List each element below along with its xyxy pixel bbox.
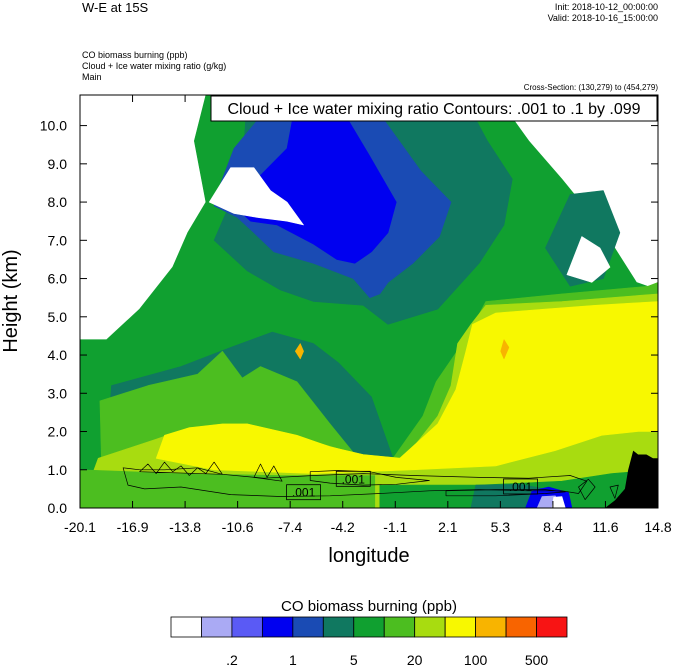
x-tick-label: -4.2 xyxy=(331,519,355,535)
co-region-12 xyxy=(80,469,376,508)
x-tick-label: -20.1 xyxy=(64,519,96,535)
colorbar-label: 1 xyxy=(289,652,297,667)
colorbar-swatch xyxy=(353,616,385,638)
co-region-16 xyxy=(551,496,566,508)
field-name-main: Main xyxy=(82,72,102,82)
init-time: Init: 2018-10-12_00:00:00 xyxy=(554,2,658,12)
y-tick-label: 7.0 xyxy=(48,232,68,248)
y-tick-label: 0.0 xyxy=(48,500,68,516)
cloud-contour-6 xyxy=(609,484,619,499)
cloud-contour-1 xyxy=(139,461,223,476)
x-tick-label: 14.8 xyxy=(644,519,671,535)
terrain-shape xyxy=(605,450,658,508)
colorbar-swatch xyxy=(292,616,324,638)
x-tick-label: 5.3 xyxy=(491,519,511,535)
colorbar-label: 20 xyxy=(407,652,423,667)
colorbar-swatch xyxy=(444,616,477,638)
colorbar-labels: .2 1 5 20 100 500 xyxy=(226,652,548,667)
colorbar-label: 100 xyxy=(464,652,488,667)
x-tick-label: -16.9 xyxy=(117,519,149,535)
x-tick-label: -13.8 xyxy=(169,519,201,535)
colorbar-swatch xyxy=(261,616,294,638)
y-tick-label: 5.0 xyxy=(48,309,68,325)
terrain xyxy=(605,450,658,508)
cross-section-label: Cross-Section: (130,279) to (454,279) xyxy=(523,83,658,92)
colorbar-title: CO biomass burning (ppb) xyxy=(281,598,457,615)
contour-info-box: Cloud + Ice water mixing ratio Contours:… xyxy=(210,95,658,122)
x-tick-label: 11.6 xyxy=(592,519,618,535)
y-tick-label: 10.0 xyxy=(40,118,67,134)
colorbar-label: .2 xyxy=(226,652,238,667)
plot-area: .001 .001 .001 xyxy=(80,95,658,508)
co-region-18 xyxy=(500,339,510,360)
colorbar-swatch xyxy=(505,616,537,638)
cloud-contour-5 xyxy=(578,478,596,500)
co-region-7 xyxy=(566,236,611,283)
colorbar-label: 5 xyxy=(350,652,358,667)
cloud-contour-2 xyxy=(253,463,283,482)
colorbar-swatch xyxy=(170,616,202,638)
cloud-contour-0 xyxy=(122,467,588,497)
x-axis-label: longitude xyxy=(328,545,409,567)
x-tick-label: -1.1 xyxy=(383,519,407,535)
y-tick-label: 1.0 xyxy=(48,462,68,478)
contour-label-0: .001 xyxy=(292,486,316,500)
contour-info-text: Cloud + Ice water mixing ratio Contours:… xyxy=(227,101,640,118)
y-tick-label: 9.0 xyxy=(48,156,68,172)
colorbar-swatch xyxy=(383,616,416,638)
page-title: W-E at 15S xyxy=(82,0,149,15)
y-tick-label: 3.0 xyxy=(48,385,68,401)
colorbar-swatch xyxy=(231,616,263,638)
contour-labels: .001 .001 .001 xyxy=(286,470,538,501)
x-tick-label: 8.4 xyxy=(543,519,563,535)
x-tick-label: -7.4 xyxy=(278,519,302,535)
y-tick-label: 6.0 xyxy=(48,271,68,287)
cloud-contour-4 xyxy=(445,489,566,497)
x-tick-label: -10.6 xyxy=(222,519,254,535)
field-name-co: CO biomass burning (ppb) xyxy=(82,50,188,60)
plot-frame xyxy=(79,94,659,509)
colorbar-swatch xyxy=(322,616,355,638)
colorbar-swatch xyxy=(201,616,233,638)
y-tick-label: 2.0 xyxy=(48,424,68,440)
co-region-17 xyxy=(294,343,304,360)
co-shaded-regions xyxy=(80,95,658,508)
y-tick-label: 4.0 xyxy=(48,347,68,363)
contour-label-1: .001 xyxy=(342,472,366,486)
contour-label-box-1 xyxy=(335,470,371,487)
y-tick-label: 8.0 xyxy=(48,194,68,210)
y-axis-label: Height (km) xyxy=(0,249,22,352)
colorbar-swatch xyxy=(414,616,446,638)
x-tick-labels: -20.1 -16.9 -13.8 -10.6 -7.4 -4.2 -1.1 2.1 5.3 8.… xyxy=(64,519,672,535)
contour-label-box-0 xyxy=(286,484,321,501)
contour-label-box-2 xyxy=(503,478,538,495)
colorbar-label: 500 xyxy=(525,652,549,667)
x-tick-label: 2.1 xyxy=(438,519,458,535)
co-region-6 xyxy=(208,167,304,226)
colorbar-swatch xyxy=(475,616,507,638)
contour-label-2: .001 xyxy=(509,480,533,494)
y-tick-labels: 0.0 1.0 2.0 3.0 4.0 5.0 6.0 7.0 8.0 9.0 10.0 xyxy=(40,118,67,516)
valid-time: Valid: 2018-10-16_15:00:00 xyxy=(547,13,658,23)
colorbar-swatch xyxy=(536,616,568,638)
colorbar xyxy=(170,616,568,638)
field-name-cloud: Cloud + Ice water mixing ratio (g/kg) xyxy=(82,61,227,71)
co-region-10 xyxy=(155,301,658,474)
